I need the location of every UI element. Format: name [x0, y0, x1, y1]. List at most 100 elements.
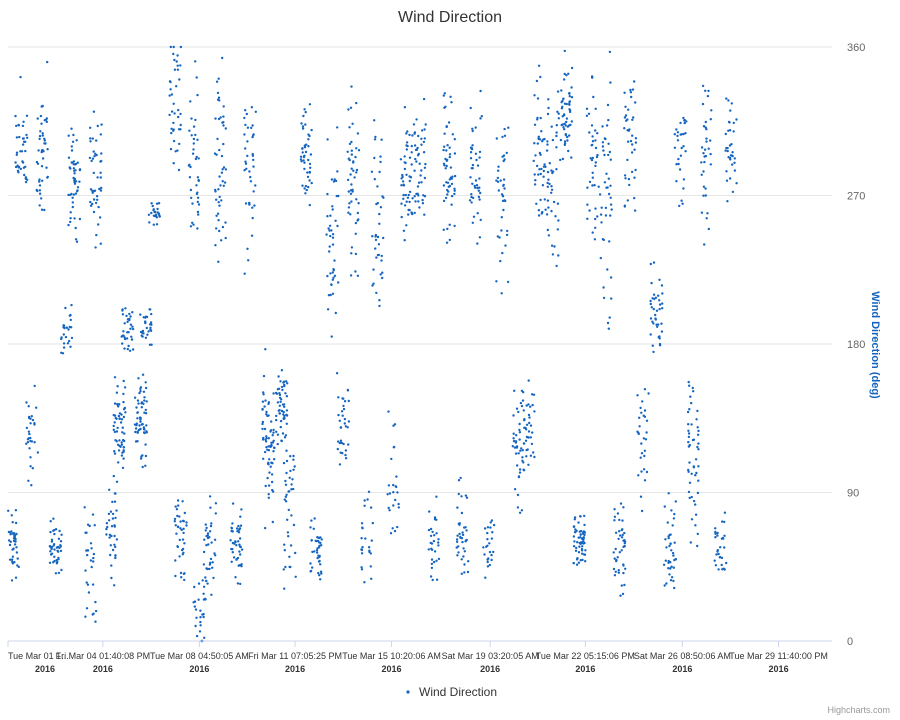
scatter-point[interactable] — [531, 431, 534, 434]
scatter-point[interactable] — [350, 167, 353, 170]
scatter-point[interactable] — [361, 527, 364, 530]
scatter-point[interactable] — [700, 211, 704, 214]
scatter-point[interactable] — [276, 401, 280, 404]
scatter-point[interactable] — [333, 259, 336, 262]
scatter-point[interactable] — [449, 166, 453, 169]
scatter-point[interactable] — [443, 145, 446, 148]
scatter-point[interactable] — [563, 49, 566, 53]
scatter-point[interactable] — [544, 208, 547, 211]
scatter-point[interactable] — [238, 550, 241, 553]
scatter-point[interactable] — [328, 245, 331, 248]
scatter-point[interactable] — [624, 105, 627, 109]
scatter-point[interactable] — [319, 536, 322, 539]
scatter-point[interactable] — [574, 531, 577, 534]
scatter-point[interactable] — [33, 384, 36, 388]
scatter-point[interactable] — [19, 75, 22, 79]
credits-link[interactable]: Highcharts.com — [827, 705, 890, 715]
scatter-point[interactable] — [550, 209, 553, 213]
scatter-point[interactable] — [615, 559, 618, 563]
scatter-point[interactable] — [350, 153, 353, 156]
scatter-point[interactable] — [407, 213, 410, 216]
scatter-point[interactable] — [537, 137, 540, 141]
scatter-point[interactable] — [446, 144, 449, 147]
scatter-point[interactable] — [218, 229, 221, 233]
scatter-point[interactable] — [199, 616, 202, 619]
scatter-point[interactable] — [588, 131, 591, 134]
scatter-point[interactable] — [120, 443, 124, 446]
scatter-point[interactable] — [535, 164, 539, 168]
scatter-point[interactable] — [513, 389, 516, 392]
scatter-point[interactable] — [529, 405, 532, 408]
scatter-point[interactable] — [267, 401, 271, 404]
scatter-point[interactable] — [111, 500, 114, 504]
scatter-point[interactable] — [363, 581, 366, 584]
scatter-point[interactable] — [196, 93, 199, 97]
scatter-point[interactable] — [272, 431, 275, 434]
scatter-point[interactable] — [652, 261, 656, 264]
scatter-point[interactable] — [594, 207, 597, 210]
scatter-point[interactable] — [431, 578, 434, 582]
scatter-point[interactable] — [674, 500, 677, 503]
scatter-point[interactable] — [697, 442, 700, 445]
scatter-point[interactable] — [14, 165, 18, 169]
scatter-point[interactable] — [448, 155, 451, 159]
scatter-point[interactable] — [265, 437, 268, 440]
scatter-point[interactable] — [209, 557, 213, 561]
scatter-point[interactable] — [36, 189, 39, 193]
scatter-point[interactable] — [459, 536, 462, 539]
scatter-point[interactable] — [301, 151, 304, 154]
scatter-point[interactable] — [621, 592, 625, 596]
scatter-point[interactable] — [427, 548, 430, 551]
scatter-point[interactable] — [240, 508, 243, 511]
scatter-point[interactable] — [246, 247, 249, 250]
scatter-point[interactable] — [282, 568, 285, 571]
scatter-point[interactable] — [568, 103, 571, 106]
scatter-point[interactable] — [15, 151, 19, 154]
scatter-point[interactable] — [114, 545, 117, 549]
scatter-point[interactable] — [529, 454, 533, 457]
scatter-point[interactable] — [415, 118, 418, 121]
scatter-point[interactable] — [586, 186, 589, 189]
scatter-point[interactable] — [565, 74, 568, 77]
scatter-point[interactable] — [138, 391, 141, 395]
scatter-point[interactable] — [70, 149, 74, 152]
scatter-point[interactable] — [275, 430, 278, 433]
scatter-point[interactable] — [465, 496, 469, 499]
scatter-point[interactable] — [154, 210, 157, 214]
scatter-point[interactable] — [263, 526, 267, 530]
scatter-point[interactable] — [89, 188, 93, 191]
scatter-point[interactable] — [23, 173, 26, 177]
scatter-point[interactable] — [84, 531, 87, 534]
scatter-point[interactable] — [449, 176, 453, 179]
scatter-point[interactable] — [437, 557, 441, 561]
scatter-point[interactable] — [397, 506, 400, 509]
scatter-point[interactable] — [131, 311, 134, 314]
scatter-point[interactable] — [59, 545, 62, 548]
scatter-point[interactable] — [578, 545, 581, 548]
scatter-point[interactable] — [240, 565, 243, 568]
scatter-point[interactable] — [285, 449, 288, 452]
scatter-point[interactable] — [327, 227, 330, 230]
scatter-point[interactable] — [113, 534, 116, 538]
scatter-point[interactable] — [442, 94, 445, 97]
scatter-point[interactable] — [680, 199, 683, 202]
scatter-point[interactable] — [580, 547, 584, 551]
scatter-point[interactable] — [211, 561, 214, 564]
scatter-point[interactable] — [661, 302, 664, 305]
scatter-point[interactable] — [495, 137, 498, 140]
scatter-point[interactable] — [415, 160, 418, 163]
scatter-point[interactable] — [559, 158, 562, 162]
scatter-point[interactable] — [92, 560, 95, 563]
scatter-point[interactable] — [113, 402, 117, 405]
scatter-point[interactable] — [725, 561, 728, 565]
scatter-point[interactable] — [607, 327, 610, 330]
scatter-point[interactable] — [696, 544, 699, 548]
scatter-point[interactable] — [664, 559, 667, 562]
scatter-point[interactable] — [430, 542, 434, 545]
scatter-point[interactable] — [350, 252, 353, 255]
scatter-point[interactable] — [608, 240, 611, 243]
scatter-point[interactable] — [603, 181, 607, 184]
scatter-point[interactable] — [536, 97, 540, 100]
scatter-point[interactable] — [525, 428, 528, 431]
scatter-point[interactable] — [397, 502, 400, 506]
